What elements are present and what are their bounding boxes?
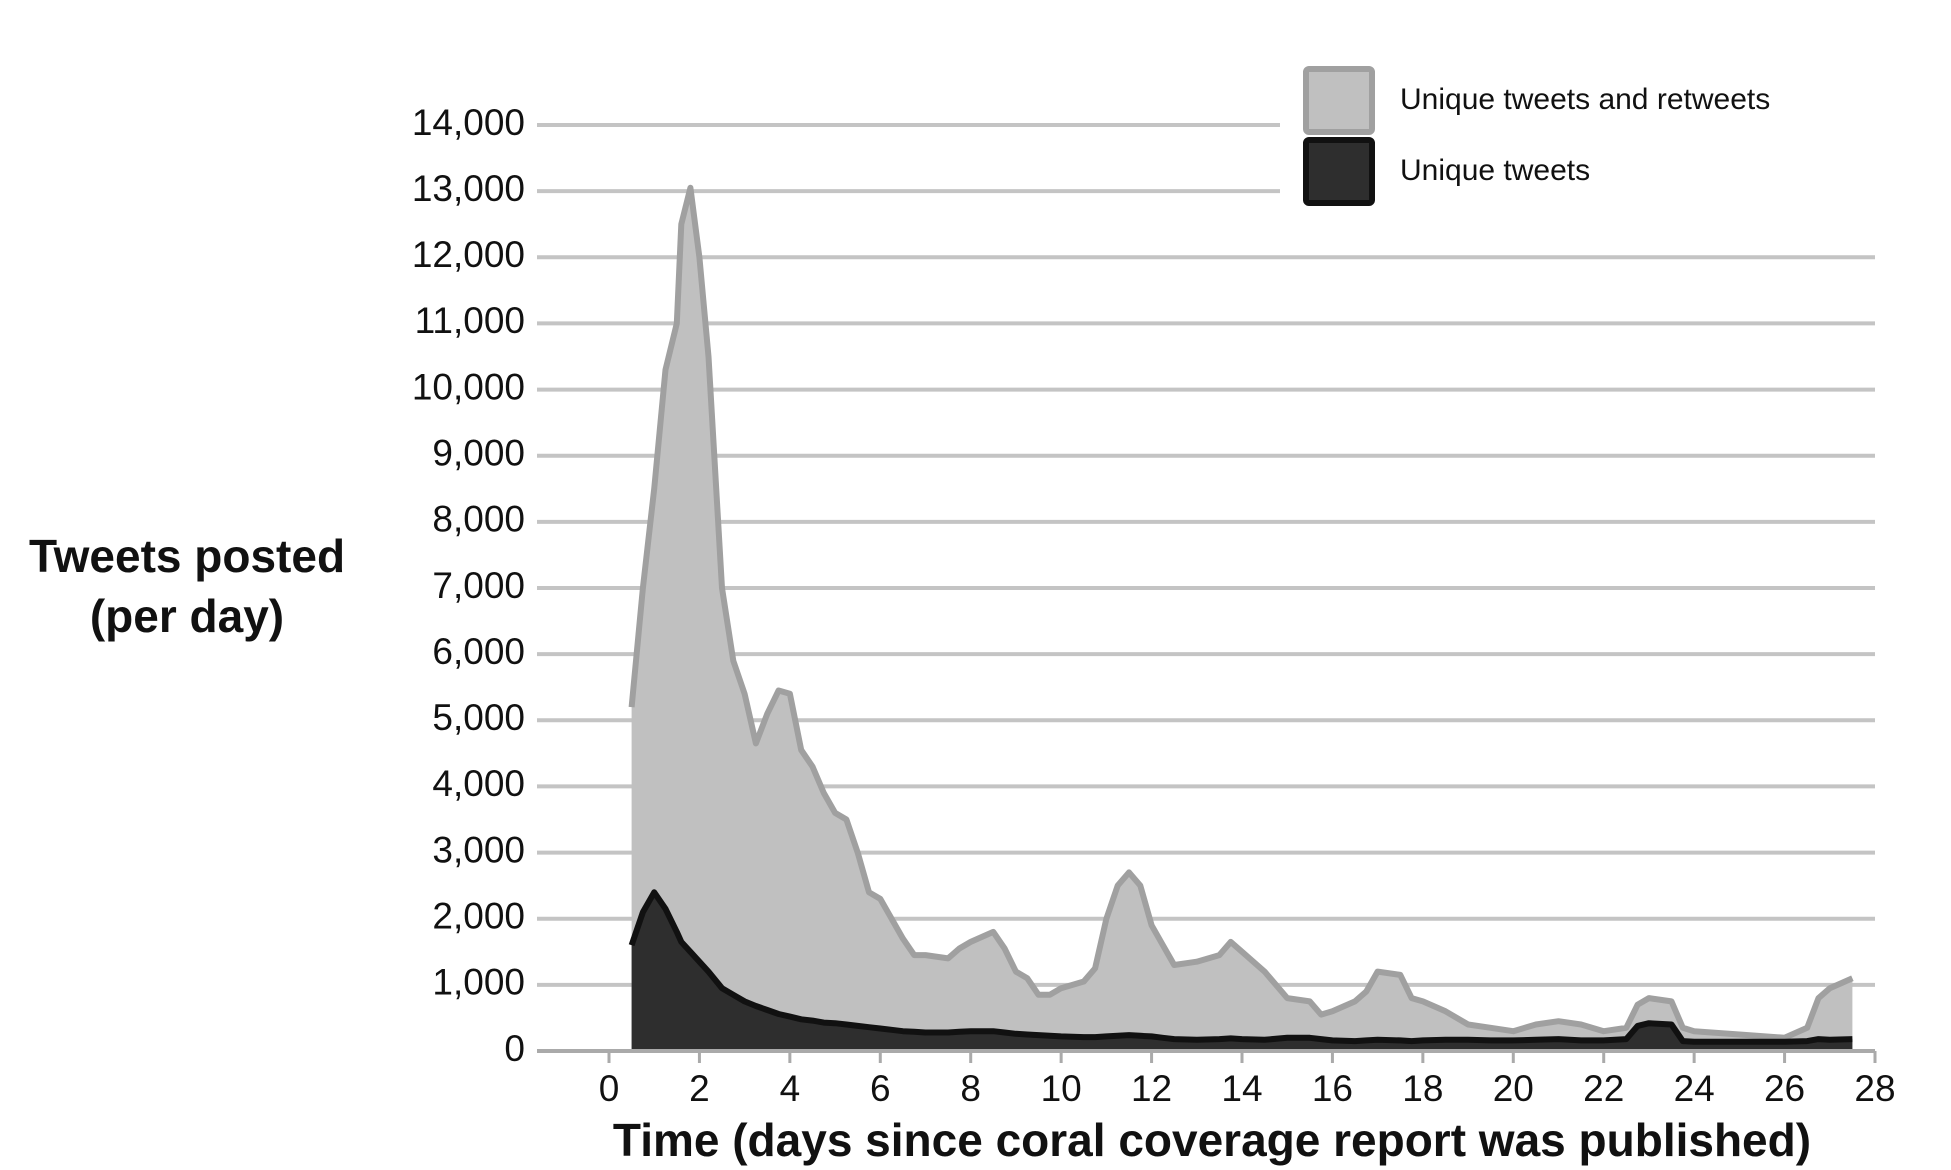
y-tick-label: 1,000 (432, 962, 525, 1003)
y-tick-label: 0 (504, 1028, 525, 1069)
x-tick-label: 22 (1583, 1068, 1624, 1109)
legend-label: Unique tweets and retweets (1400, 83, 1770, 116)
y-tick-label: 6,000 (432, 631, 525, 672)
y-axis-title: (per day) (90, 590, 284, 642)
y-axis-title: Tweets posted (29, 530, 345, 582)
y-tick-label: 13,000 (412, 168, 525, 209)
y-tick-label: 7,000 (432, 565, 525, 606)
y-tick-label: 4,000 (432, 763, 525, 804)
area (631, 892, 1853, 1051)
x-tick-label: 0 (599, 1068, 620, 1109)
x-tick-label: 6 (870, 1068, 891, 1109)
y-tick-label: 11,000 (415, 300, 525, 341)
y-tick-label: 9,000 (432, 432, 525, 473)
legend-swatch (1303, 137, 1375, 206)
x-tick-label: 4 (780, 1068, 801, 1109)
area-line (628, 889, 1853, 1045)
y-tick-label: 14,000 (412, 102, 525, 143)
x-tick-label: 18 (1402, 1068, 1443, 1109)
x-tick-label: 24 (1674, 1068, 1715, 1109)
x-tick-label: 20 (1493, 1068, 1534, 1109)
y-tick-label: 12,000 (412, 234, 525, 275)
y-tick-label: 8,000 (432, 499, 525, 540)
x-tick-label: 8 (960, 1068, 981, 1109)
y-tick-label: 2,000 (432, 895, 525, 936)
x-tick-label: 12 (1131, 1068, 1172, 1109)
legend-swatch (1303, 66, 1375, 135)
x-tick-label: 14 (1221, 1068, 1262, 1109)
y-tick-label: 5,000 (432, 697, 525, 738)
x-tick-label: 28 (1854, 1068, 1895, 1109)
legend-label: Unique tweets (1400, 154, 1590, 187)
y-tick-label: 10,000 (412, 366, 525, 407)
x-axis-title: Time (days since coral coverage report w… (613, 1114, 1811, 1166)
x-tick-label: 2 (689, 1068, 710, 1109)
area (631, 187, 1853, 1052)
x-tick-label: 10 (1041, 1068, 1082, 1109)
x-tick-label: 16 (1312, 1068, 1353, 1109)
x-tick-label: 26 (1764, 1068, 1805, 1109)
area-line (628, 184, 1854, 1041)
y-tick-label: 3,000 (432, 829, 525, 870)
